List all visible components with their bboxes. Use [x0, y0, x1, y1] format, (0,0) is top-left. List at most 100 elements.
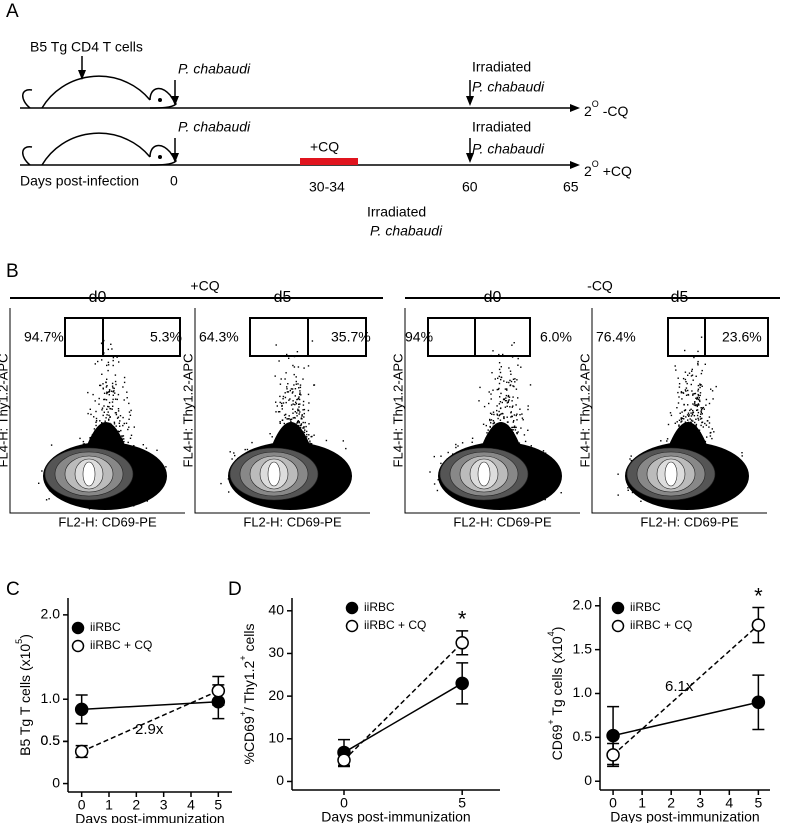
day-label: d5 [274, 289, 292, 306]
event-dot [506, 382, 507, 383]
event-dot [509, 397, 510, 398]
event-dot [99, 420, 100, 421]
y-tick-label: 0 [584, 772, 592, 788]
event-dot [698, 395, 699, 396]
event-dot [122, 425, 123, 426]
event-dot [692, 410, 693, 411]
event-dot [515, 404, 516, 405]
event-dot [478, 400, 479, 401]
event-dot [704, 409, 705, 410]
event-dot [692, 420, 693, 421]
gate-percent: 23.6% [722, 329, 762, 345]
event-dot [114, 392, 115, 393]
event-dot [693, 357, 694, 358]
event-dot [697, 406, 698, 407]
gate-percent: 76.4% [596, 329, 636, 345]
y-tick-label: 10 [268, 730, 284, 746]
event-dot [687, 390, 688, 391]
event-dot [92, 394, 93, 395]
mouse-eye [158, 98, 162, 102]
event-dot [510, 374, 511, 375]
event-dot [511, 427, 512, 428]
event-dot [700, 407, 701, 408]
label-part: Tg cells (x10 [549, 636, 565, 719]
event-dot [101, 374, 102, 375]
event-dot [627, 487, 628, 488]
event-dot [123, 438, 124, 439]
data-point [752, 696, 764, 708]
event-dot [516, 379, 517, 380]
event-dot [527, 430, 528, 431]
event-dot [513, 429, 514, 430]
event-dot [111, 348, 112, 349]
event-dot [712, 390, 713, 391]
arrowhead [171, 153, 179, 163]
event-dot [698, 389, 699, 390]
event-dot [286, 418, 287, 419]
event-dot [448, 452, 449, 453]
event-dot [694, 404, 695, 405]
event-dot [676, 407, 677, 408]
axis-label: Days post-infection [20, 173, 139, 189]
series-line [613, 702, 758, 735]
event-dot [501, 366, 502, 367]
legend-label: iiRBC [364, 600, 395, 614]
event-dot [277, 405, 278, 406]
event-dot [689, 410, 690, 411]
event-dot [618, 494, 619, 495]
day-label: d0 [484, 289, 502, 306]
event-dot [311, 436, 312, 437]
event-dot [499, 376, 500, 377]
event-dot [113, 390, 114, 391]
event-dot [108, 406, 109, 407]
event-dot [297, 421, 298, 422]
event-dot [296, 422, 297, 423]
event-dot [112, 399, 113, 400]
event-dot [484, 406, 485, 407]
event-dot [279, 421, 280, 422]
timeline-1: P. chabaudi Irradiated P. chabaudi 2O -C… [20, 56, 628, 119]
event-dot [285, 397, 286, 398]
legend-marker [613, 621, 624, 632]
event-dot [514, 427, 515, 428]
event-dot [697, 363, 698, 364]
event-dot [698, 385, 699, 386]
event-dot [694, 401, 695, 402]
event-dot [434, 456, 435, 457]
event-dot [530, 384, 531, 385]
event-dot [272, 436, 273, 437]
event-dot [705, 364, 706, 365]
event-dot [681, 398, 682, 399]
event-dot [429, 471, 430, 472]
event-dot [675, 365, 676, 366]
event-dot [697, 405, 698, 406]
event-dot [103, 415, 104, 416]
event-dot [104, 399, 105, 400]
event-dot [288, 400, 289, 401]
event-dot [291, 404, 292, 405]
event-dot [517, 397, 518, 398]
x-axis-label: FL2-H: CD69-PE [58, 514, 157, 529]
event-dot [38, 483, 39, 484]
event-dot [629, 458, 630, 459]
event-dot [706, 436, 707, 437]
event-dot [494, 422, 495, 423]
event-dot [124, 377, 125, 378]
event-dot [687, 383, 688, 384]
event-dot [285, 392, 286, 393]
event-dot [691, 371, 692, 372]
event-dot [299, 390, 300, 391]
event-dot [306, 431, 307, 432]
event-dot [491, 414, 492, 415]
event-dot [275, 402, 276, 403]
event-dot [297, 399, 298, 400]
event-dot [704, 423, 705, 424]
event-dot [304, 432, 305, 433]
y-tick-label: 40 [268, 602, 284, 618]
legend-label: iiRBC [90, 620, 121, 634]
event-dot [708, 426, 709, 427]
event-dot [699, 397, 700, 398]
event-dot [472, 438, 473, 439]
gate-percent: 64.3% [199, 329, 239, 345]
event-dot [302, 427, 303, 428]
